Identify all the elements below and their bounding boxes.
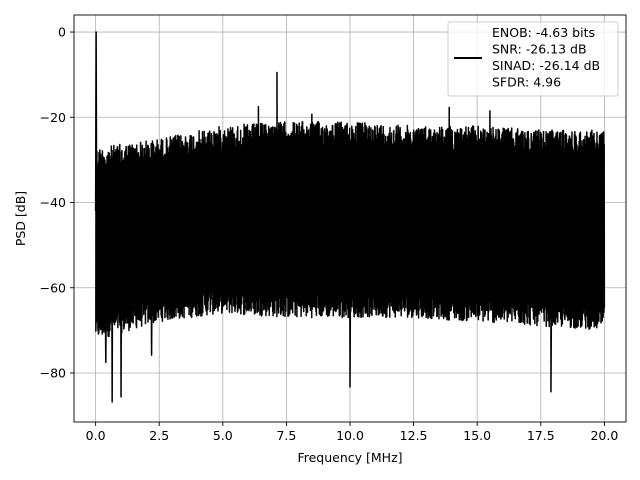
x-tick-label: 2.5 — [149, 428, 169, 443]
y-tick-label: −20 — [40, 110, 66, 125]
plot-area — [94, 31, 606, 403]
x-tick-label: 0.0 — [86, 428, 106, 443]
legend-entry-sfdr: SFDR: 4.96 — [492, 75, 561, 90]
legend-box — [447, 21, 619, 97]
x-tick-label: 5.0 — [213, 428, 233, 443]
legend-entry-enob: ENOB: -4.63 bits — [492, 25, 595, 40]
y-axis-label: PSD [dB] — [13, 191, 28, 246]
x-tick-label: 17.5 — [527, 428, 555, 443]
legend: ENOB: -4.63 bits SNR: -26.13 dB SINAD: -… — [447, 21, 619, 97]
axis-ticks: 0.0 2.5 5.0 7.5 10.0 12.5 15.0 17.5 20.0 0 −20 −40 −… — [40, 25, 619, 443]
legend-entry-snr: SNR: -26.13 dB — [492, 42, 587, 57]
x-tick-label: 20.0 — [590, 428, 618, 443]
y-tick-label: −40 — [40, 195, 66, 210]
x-axis-label: Frequency [MHz] — [297, 450, 402, 465]
x-tick-label: 10.0 — [336, 428, 364, 443]
y-tick-label: −60 — [40, 280, 66, 295]
y-tick-label: 0 — [58, 25, 66, 40]
y-tick-label: −80 — [40, 365, 66, 380]
psd-series-line — [94, 31, 606, 403]
x-tick-label: 7.5 — [276, 428, 296, 443]
x-tick-label: 12.5 — [400, 428, 428, 443]
legend-entry-sinad: SINAD: -26.14 dB — [492, 58, 600, 73]
x-tick-label: 15.0 — [463, 428, 491, 443]
